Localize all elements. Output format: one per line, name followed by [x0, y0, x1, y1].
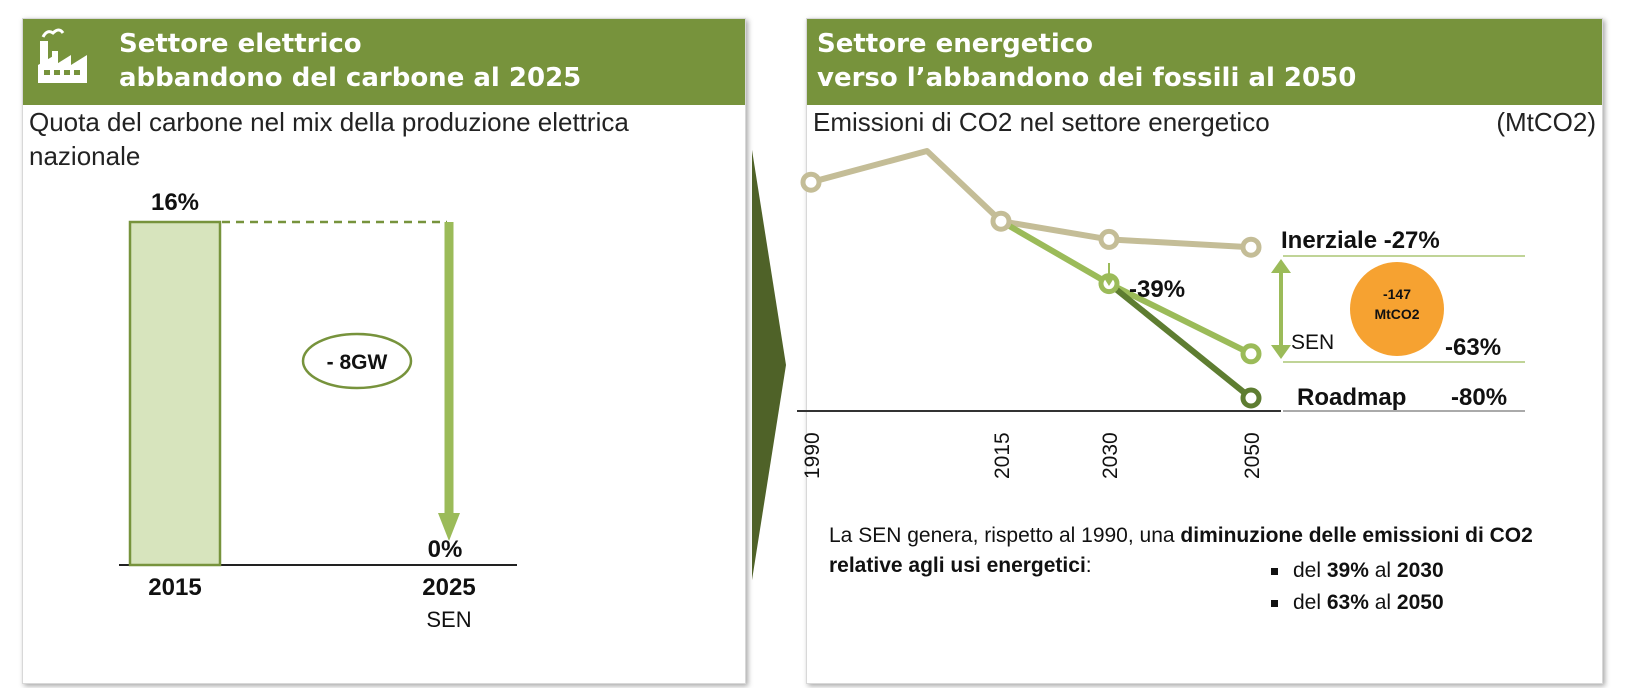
callout-ellipse [301, 332, 413, 390]
coal-share-bar-chart: - 8GW 16% 2015 0% 2025 SEN [119, 189, 517, 632]
x-tick-2030: 2030 [1099, 432, 1122, 479]
point-inerziale-2015 [990, 210, 1012, 232]
category-label-2025: 2025 [422, 574, 475, 601]
factory-icon [38, 28, 87, 83]
bullet-pct: 39% [1326, 559, 1369, 582]
right-header-title: Settore energetico verso l’abbandono dei… [817, 27, 1356, 95]
right-panel-header: Settore energetico verso l’abbandono dei… [807, 19, 1602, 105]
left-header-line1: Settore elettrico [119, 29, 362, 59]
point-sen-2050 [1240, 343, 1262, 365]
bar-2015 [128, 220, 222, 567]
bubble-line2: MtCO2 [1374, 306, 1419, 322]
note-intro: La SEN genera, rispetto al 1990, una [829, 524, 1181, 547]
category-label-2015: 2015 [148, 574, 201, 601]
roadmap-pct-label: -80% [1451, 384, 1507, 411]
left-panel: Settore elettrico abbandono del carbone … [22, 18, 746, 684]
divider-arrow [752, 150, 786, 580]
point-roadmap-2050 [1240, 387, 1262, 409]
savings-bubble [1350, 262, 1444, 356]
right-header-line2: verso l’abbandono dei fossili al 2050 [817, 63, 1357, 93]
sen-pct-label: -63% [1445, 334, 1501, 361]
delta-2030-label: -39% [1129, 276, 1185, 303]
series-line-inerziale [810, 148, 1252, 251]
co2-emissions-line-chart: -39% SEN -63% Inerziale -27% Roadmap -80… [797, 148, 1525, 479]
note-bold: diminuzione delle emissioni di CO2 relat… [829, 524, 1533, 577]
summary-note: La SEN genera, rispetto al 1990, una dim… [829, 521, 1599, 614]
left-header-line2: abbandono del carbone al 2025 [119, 63, 582, 93]
gap-arrow-head-bottom [1271, 345, 1291, 359]
small-arrow-head [1104, 278, 1114, 286]
sen-label: SEN [1291, 331, 1334, 354]
data-label-2025: 0% [428, 536, 463, 563]
right-header-line1: Settore energetico [817, 29, 1094, 59]
bubble-line1: -147 [1383, 286, 1411, 302]
right-panel: Settore energetico verso l’abbandono dei… [797, 18, 1603, 684]
reduction-arrow-head [438, 513, 460, 541]
bullet-pre: del [1293, 591, 1327, 614]
unit-label: (MtCO2) [1496, 107, 1596, 137]
left-subtitle: Quota del carbone nel mix della produzio… [29, 107, 629, 171]
point-inerziale-2050 [1240, 236, 1262, 258]
x-tick-2015: 2015 [991, 432, 1014, 479]
x-tick-2050: 2050 [1241, 432, 1264, 479]
bullet-mid: al [1368, 559, 1397, 582]
bullet-pct: 63% [1326, 591, 1369, 614]
right-subtitle: Emissioni di CO2 nel settore energetico [813, 107, 1270, 137]
x-tick-1990: 1990 [801, 432, 824, 479]
data-label-2015: 16% [151, 189, 199, 216]
point-inerziale-2030 [1098, 228, 1120, 250]
bullet-2030: del 39% al 2030 [1271, 555, 1444, 587]
note-bullets: del 39% al 2030 del 63% al 2050 [1271, 555, 1444, 619]
gap-arrow-head-top [1271, 259, 1291, 273]
bullet-pre: del [1293, 559, 1327, 582]
series-line-roadmap [1107, 281, 1253, 401]
left-panel-header: Settore elettrico abbandono del carbone … [23, 19, 745, 105]
roadmap-label: Roadmap [1297, 384, 1406, 411]
bullet-mid: al [1368, 591, 1397, 614]
point-inerziale-1990 [800, 171, 822, 193]
bullet-2050: del 63% al 2050 [1271, 587, 1444, 619]
bullet-year: 2050 [1396, 591, 1444, 614]
left-header-title: Settore elettrico abbandono del carbone … [119, 27, 581, 95]
callout-label: - 8GW [327, 351, 388, 374]
note-colon: : [1085, 554, 1092, 577]
inerziale-label: Inerziale -27% [1281, 227, 1440, 254]
bullet-year: 2030 [1396, 559, 1444, 582]
category-sublabel-2025: SEN [426, 607, 471, 632]
